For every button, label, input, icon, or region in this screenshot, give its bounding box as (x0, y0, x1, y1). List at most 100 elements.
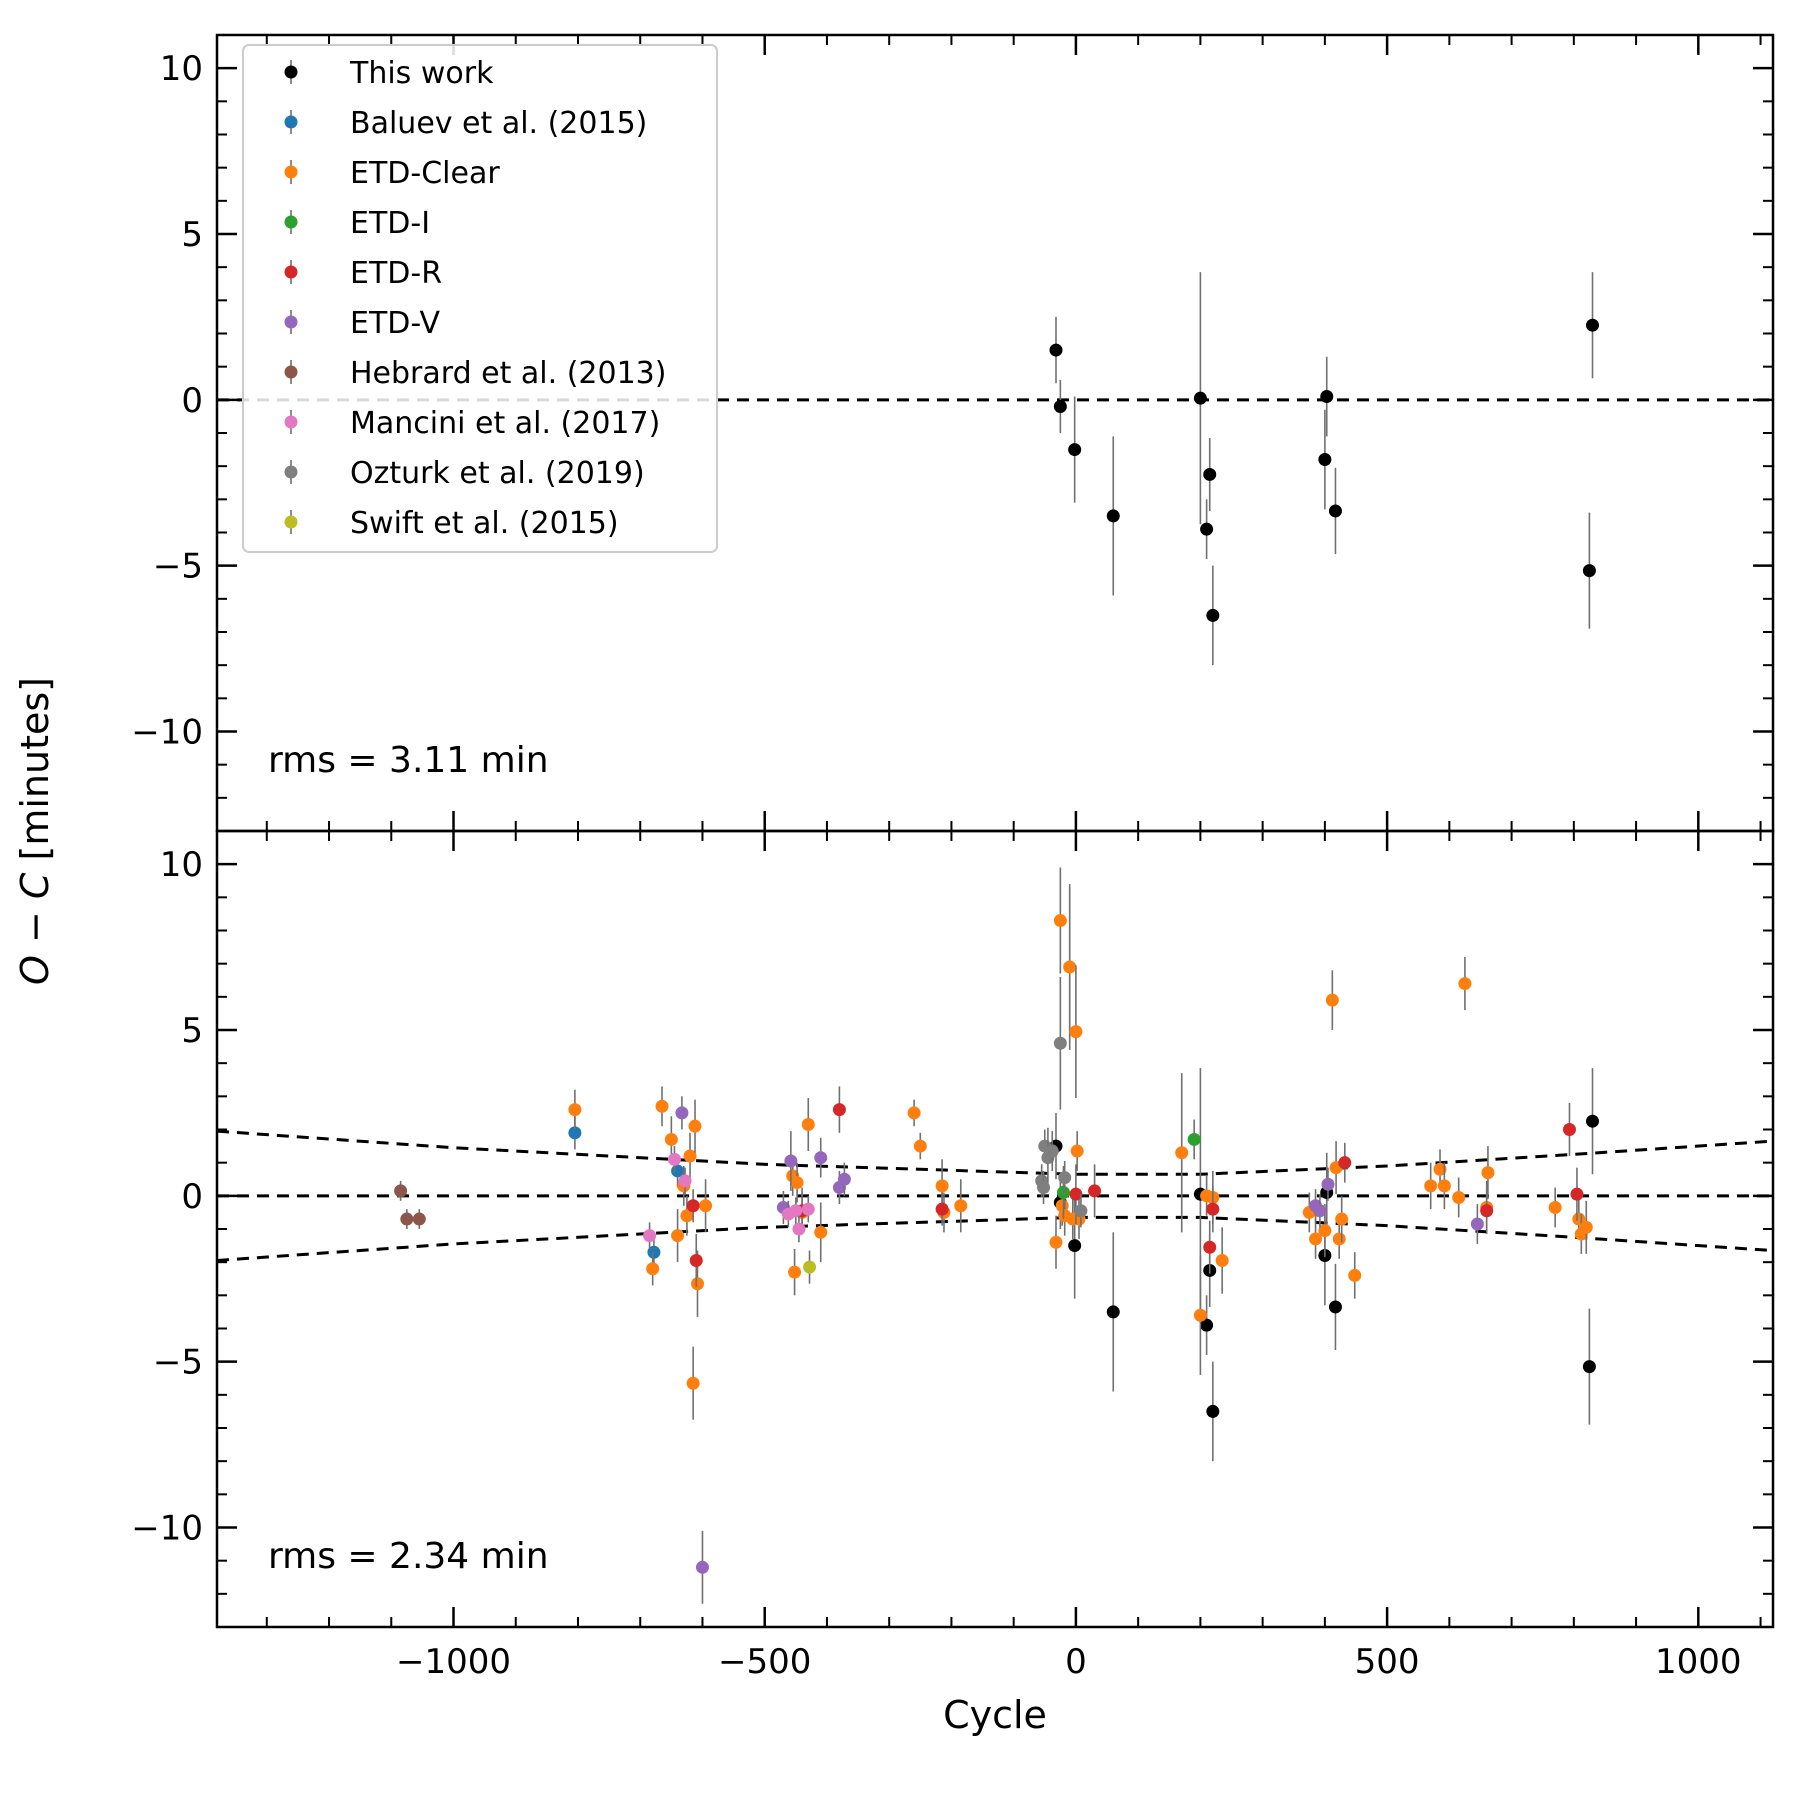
legend-entry: ETD-Clear (284, 156, 500, 191)
data-point (1481, 1146, 1495, 1200)
marker (1053, 1036, 1067, 1050)
data-point (412, 1209, 426, 1229)
data-point (1470, 1204, 1484, 1244)
data-point (655, 1086, 669, 1127)
data-point (1053, 379, 1067, 433)
marker (1335, 1212, 1349, 1226)
data-point (1045, 1131, 1059, 1171)
marker (1058, 1171, 1072, 1185)
marker (792, 1222, 806, 1236)
data-point (1437, 1162, 1451, 1210)
marker (1045, 1144, 1059, 1158)
data-point (1200, 1295, 1214, 1356)
legend-entry: Ozturk et al. (2019) (284, 456, 645, 491)
marker (801, 1118, 815, 1132)
y-tick-label: −5 (153, 547, 203, 587)
bottom-data-points (394, 867, 1600, 1604)
x-tick-label: −500 (718, 1642, 811, 1682)
data-point (907, 1099, 921, 1127)
marker (1570, 1187, 1584, 1201)
data-point (792, 1215, 806, 1243)
marker (784, 1154, 798, 1168)
data-point (699, 1179, 713, 1233)
data-point (789, 1197, 803, 1225)
bottom-panel: 10 5 0 −5 −10 −1000 −500 0 500 1000 rms = 2.34 m… (131, 829, 1775, 1682)
data-point (1579, 1200, 1593, 1254)
marker (1070, 1144, 1084, 1158)
data-point (788, 1248, 802, 1296)
y-tick-label: −5 (153, 1343, 203, 1383)
marker (1049, 1235, 1063, 1249)
marker (954, 1199, 968, 1213)
data-point (954, 1179, 968, 1233)
marker (1313, 1204, 1327, 1218)
bottom-y-ticks: 10 5 0 −5 −10 (131, 830, 1773, 1628)
prediction-envelope (217, 1129, 1773, 1263)
top-panel: 10 5 0 −5 −10 rms = 3.11 min This work Baluev… (131, 33, 1775, 833)
marker (1318, 453, 1332, 467)
marker (683, 1149, 697, 1163)
legend-marker (284, 515, 298, 529)
marker (1433, 1162, 1447, 1176)
legend-label: Hebrard et al. (2013) (350, 356, 666, 391)
marker (1548, 1200, 1562, 1214)
y-axis-title: O − C [minutes] (13, 677, 57, 985)
data-point (1309, 1219, 1323, 1259)
data-point (1058, 1161, 1072, 1195)
marker (1106, 509, 1120, 523)
data-point (1063, 884, 1077, 1050)
marker (1193, 391, 1207, 405)
marker (412, 1212, 426, 1226)
data-point (1458, 957, 1472, 1011)
data-point (1348, 1252, 1362, 1299)
x-tick-label: 1000 (1655, 1642, 1742, 1682)
marker (1193, 1308, 1207, 1322)
marker (789, 1204, 803, 1218)
marker (1332, 1232, 1346, 1246)
data-point (1206, 1185, 1220, 1233)
data-point (1070, 1131, 1084, 1171)
marker (1056, 1186, 1070, 1200)
data-point (1069, 965, 1083, 1098)
legend-label: Mancini et al. (2017) (350, 406, 660, 441)
marker (814, 1225, 828, 1239)
marker (688, 1119, 702, 1133)
data-point (1193, 272, 1207, 525)
marker (1481, 1166, 1495, 1180)
marker (1338, 1156, 1352, 1170)
y-tick-label: 5 (181, 215, 203, 255)
marker (1068, 443, 1082, 457)
top-x-ticks (265, 35, 1762, 831)
marker (643, 1229, 657, 1243)
marker (1203, 467, 1217, 481)
data-point (1175, 1073, 1189, 1233)
data-point (1548, 1187, 1562, 1228)
data-point (1318, 409, 1332, 510)
legend-entry: ETD-R (284, 256, 442, 291)
data-point (1206, 1361, 1220, 1462)
legend-marker (284, 265, 298, 279)
data-point (1321, 1167, 1335, 1201)
marker (686, 1199, 700, 1213)
data-point (400, 1209, 414, 1229)
marker (394, 1184, 408, 1198)
data-point (1582, 512, 1596, 629)
marker (1175, 1146, 1189, 1160)
legend-entry: ETD-I (284, 206, 430, 241)
marker (1074, 1204, 1088, 1218)
data-point (814, 1137, 828, 1178)
marker (1320, 390, 1334, 404)
marker (907, 1106, 921, 1120)
marker (1037, 1181, 1051, 1195)
data-point (1480, 1190, 1494, 1231)
marker (1053, 399, 1067, 413)
legend-entries: This work Baluev et al. (2015) ETD-Clear ET… (284, 56, 666, 541)
data-point (1335, 1195, 1349, 1243)
marker (832, 1103, 846, 1117)
bottom-axes-frame (215, 829, 1775, 1629)
legend-entry: Hebrard et al. (2013) (284, 356, 666, 391)
y-tick-label: 10 (160, 845, 203, 885)
top-rms-label: rms = 3.11 min (268, 740, 549, 781)
marker (1586, 1114, 1600, 1128)
